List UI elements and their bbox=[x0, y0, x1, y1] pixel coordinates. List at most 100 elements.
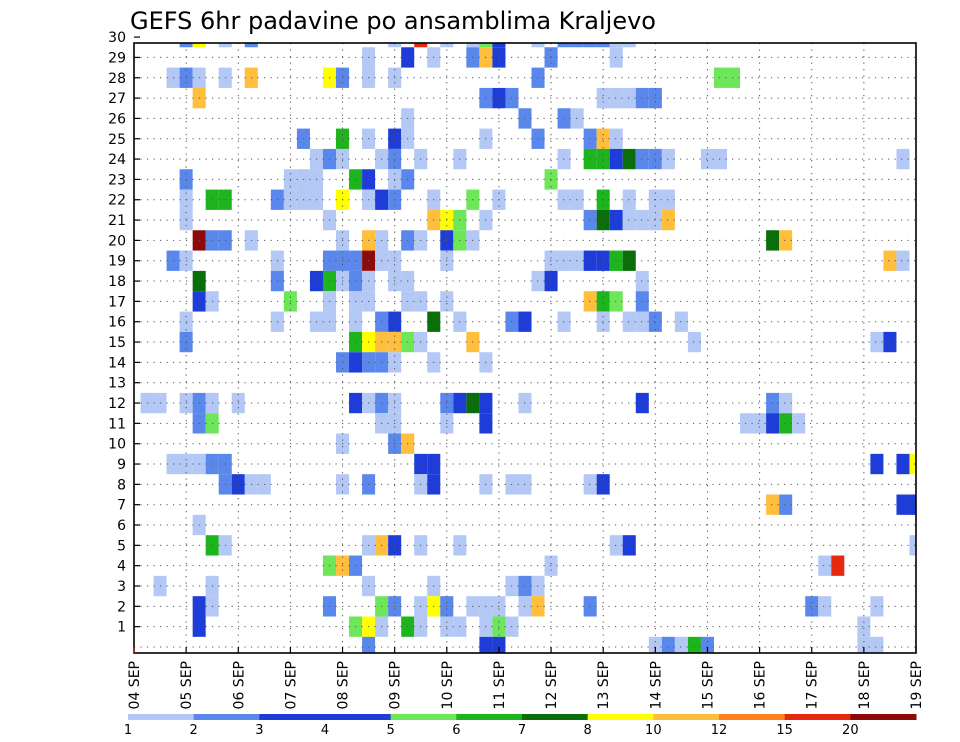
heatmap-cell bbox=[492, 43, 506, 48]
colorbar-label: 7 bbox=[518, 723, 526, 738]
heatmap-cell bbox=[648, 636, 662, 653]
chart-title: GEFS 6hr padavine po ansamblima Kraljevo bbox=[130, 7, 656, 35]
y-tick-label: 10 bbox=[108, 437, 126, 453]
heatmap-cell bbox=[896, 250, 910, 271]
heatmap-cell bbox=[622, 189, 636, 210]
y-tick-label: 28 bbox=[108, 71, 126, 87]
heatmap-cell bbox=[805, 596, 819, 617]
heatmap-cell bbox=[622, 43, 636, 48]
x-tick-label: 06 SEP bbox=[231, 661, 247, 709]
x-tick-label: 14 SEP bbox=[648, 661, 664, 709]
y-tick-label: 25 bbox=[108, 132, 126, 148]
heatmap-cell bbox=[687, 636, 701, 653]
x-tick-label: 16 SEP bbox=[753, 661, 769, 709]
heatmap-cell bbox=[883, 331, 897, 353]
heatmap-cell bbox=[700, 148, 714, 170]
heatmap-cell bbox=[635, 148, 649, 170]
heatmap-cell bbox=[766, 392, 780, 414]
heatmap-cell bbox=[766, 413, 780, 434]
heatmap-cell bbox=[792, 413, 806, 434]
colorbar-swatch bbox=[522, 714, 589, 720]
y-tick-label: 13 bbox=[108, 376, 126, 392]
colorbar-swatch bbox=[653, 714, 720, 720]
heatmap-cell bbox=[609, 148, 623, 170]
heatmap-cell bbox=[687, 331, 701, 353]
y-tick-label: 18 bbox=[108, 274, 126, 290]
heatmap-cell bbox=[479, 636, 493, 653]
heatmap-cell bbox=[896, 453, 910, 475]
colorbar-label: 12 bbox=[711, 723, 728, 738]
colorbar-label: 2 bbox=[190, 723, 198, 738]
y-tick-label: 24 bbox=[108, 152, 126, 168]
heatmap-cell bbox=[857, 636, 871, 653]
heatmap-cell bbox=[831, 555, 845, 576]
colorbar-swatch bbox=[259, 714, 326, 720]
colorbar-label: 10 bbox=[645, 723, 662, 738]
heatmap-cells bbox=[140, 43, 916, 653]
y-tick-label: 9 bbox=[117, 457, 126, 473]
colorbar-swatch bbox=[193, 714, 260, 720]
y-tick-label: 1 bbox=[117, 620, 126, 636]
x-tick-label: 12 SEP bbox=[544, 661, 560, 709]
colorbar-label: 5 bbox=[387, 723, 395, 738]
heatmap-cell bbox=[870, 331, 884, 353]
heatmap-cell bbox=[609, 291, 623, 312]
heatmap-cell bbox=[766, 494, 780, 515]
x-tick-label: 18 SEP bbox=[857, 661, 873, 709]
heatmap-cell bbox=[909, 535, 916, 556]
heatmap-cell bbox=[414, 43, 428, 48]
heatmap-cell bbox=[674, 311, 688, 332]
heatmap-cell bbox=[727, 67, 741, 88]
heatmap-cell bbox=[896, 494, 910, 515]
heatmap-cell bbox=[596, 43, 610, 48]
heatmap-cell bbox=[557, 43, 571, 48]
colorbar-swatch bbox=[325, 714, 392, 720]
heatmap-cell bbox=[870, 636, 884, 653]
heatmap-cell bbox=[583, 43, 597, 48]
heatmap-cell bbox=[648, 148, 662, 170]
heatmap-cell bbox=[362, 636, 376, 653]
heatmap-cell bbox=[609, 209, 623, 231]
heatmap-cell bbox=[622, 148, 636, 170]
heatmap-cell bbox=[896, 148, 910, 170]
heatmap-cell bbox=[661, 148, 675, 170]
heatmap-cell bbox=[700, 636, 714, 653]
heatmap-cell bbox=[909, 453, 916, 475]
x-tick-label: 19 SEP bbox=[909, 661, 925, 709]
heatmap-cell bbox=[635, 392, 649, 414]
heatmap-cell bbox=[713, 67, 728, 88]
colorbar-swatch bbox=[719, 714, 786, 720]
heatmap-cell bbox=[635, 87, 649, 109]
grid-lines bbox=[134, 43, 916, 653]
heatmap-cell bbox=[179, 43, 193, 48]
x-tick-label: 15 SEP bbox=[700, 661, 716, 709]
heatmap-cell bbox=[661, 189, 675, 210]
colorbar-label: 8 bbox=[584, 723, 592, 738]
heatmap-cell bbox=[531, 43, 545, 48]
heatmap-cell bbox=[661, 636, 675, 653]
colorbar-label: 6 bbox=[452, 723, 460, 738]
y-tick-label: 21 bbox=[108, 213, 126, 229]
y-tick-label: 16 bbox=[108, 315, 126, 331]
y-tick-label: 29 bbox=[108, 50, 126, 66]
heatmap-cell bbox=[466, 43, 480, 48]
heatmap-cell bbox=[648, 209, 662, 231]
x-tick-label: 07 SEP bbox=[283, 661, 299, 709]
y-tick-label: 23 bbox=[108, 172, 126, 188]
heatmap-cell bbox=[609, 128, 623, 149]
heatmap-cell bbox=[779, 230, 793, 251]
y-tick-label: 6 bbox=[117, 518, 126, 534]
heatmap-cell bbox=[635, 270, 649, 292]
heatmap-cell bbox=[622, 87, 636, 109]
heatmap-cell bbox=[779, 494, 793, 515]
plot-frame bbox=[133, 42, 917, 654]
x-tick-label: 09 SEP bbox=[388, 661, 404, 709]
heatmap-cell bbox=[674, 636, 688, 653]
heatmap-cell bbox=[479, 43, 493, 48]
heatmap-cell bbox=[648, 87, 662, 109]
colorbar-label: 3 bbox=[255, 723, 263, 738]
heatmap-cell bbox=[753, 413, 767, 434]
heatmap-cell bbox=[440, 43, 454, 48]
x-axis-ticks: 04 SEP 05 SEP 06 SEP 07 SEP 08 SEP 09 SEP 10 S… bbox=[127, 647, 925, 709]
heatmap-cell bbox=[740, 413, 754, 434]
